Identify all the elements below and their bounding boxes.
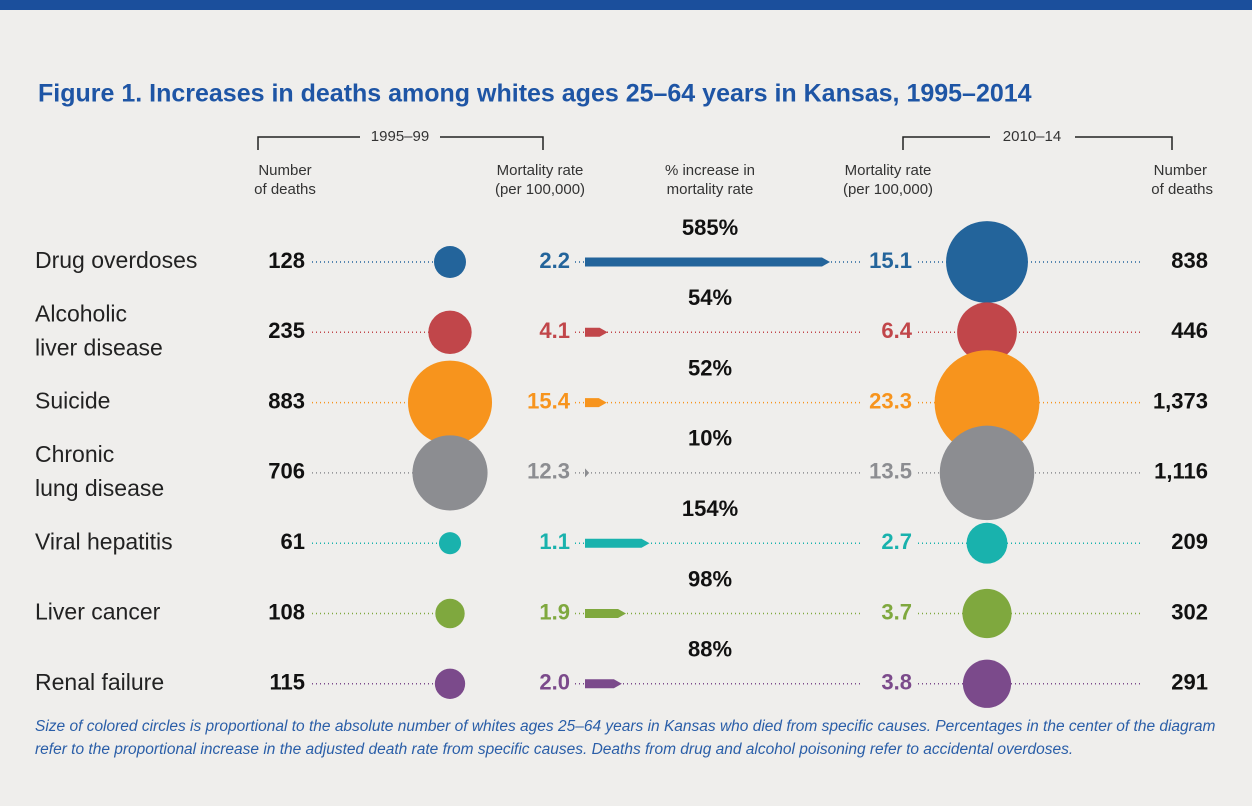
column-header: Mortality rate bbox=[497, 162, 584, 179]
cause-label: Alcoholic bbox=[35, 300, 127, 326]
increase-arrow bbox=[585, 679, 622, 689]
deaths-circle bbox=[939, 425, 1035, 521]
rate-label: 2.2 bbox=[539, 248, 570, 273]
deaths-label: 115 bbox=[270, 670, 306, 695]
deaths-circle bbox=[407, 360, 493, 445]
increase-label: 98% bbox=[688, 566, 732, 591]
increase-arrow bbox=[585, 398, 607, 408]
rate-label: 4.1 bbox=[539, 318, 570, 343]
column-header: mortality rate bbox=[667, 181, 754, 198]
rate-label: 3.7 bbox=[881, 599, 912, 624]
deaths-label: 291 bbox=[1171, 670, 1208, 695]
rate-label: 2.7 bbox=[881, 529, 912, 554]
cause-label: Drug overdoses bbox=[35, 247, 197, 273]
deaths-label: 706 bbox=[268, 459, 305, 484]
footnote: Size of colored circles is proportional … bbox=[35, 718, 1216, 758]
top-bar bbox=[0, 0, 1252, 10]
deaths-circle bbox=[934, 350, 1040, 455]
rate-label: 6.4 bbox=[881, 318, 912, 343]
column-header: % increase in bbox=[665, 162, 755, 179]
increase-label: 10% bbox=[688, 426, 732, 451]
increase-arrow bbox=[585, 257, 830, 267]
increase-label: 154% bbox=[682, 496, 738, 521]
column-header: of deaths bbox=[1151, 181, 1213, 198]
rate-label: 1.1 bbox=[539, 529, 570, 554]
deaths-circle bbox=[412, 435, 488, 511]
deaths-label: 128 bbox=[268, 248, 305, 273]
cause-label: Liver cancer bbox=[35, 599, 161, 625]
increase-label: 585% bbox=[682, 215, 738, 240]
chart-title: Figure 1. Increases in deaths among whit… bbox=[38, 80, 1032, 108]
increase-arrow bbox=[585, 468, 590, 478]
period-label: 2010–14 bbox=[1003, 128, 1061, 145]
deaths-label: 108 bbox=[268, 599, 305, 624]
column-header: Number bbox=[258, 162, 311, 179]
deaths-label: 1,116 bbox=[1154, 459, 1208, 484]
deaths-circle bbox=[434, 668, 466, 699]
rate-label: 13.5 bbox=[869, 459, 912, 484]
increase-label: 88% bbox=[688, 637, 732, 662]
deaths-circle bbox=[966, 522, 1008, 564]
deaths-label: 838 bbox=[1171, 248, 1208, 273]
deaths-circle bbox=[428, 310, 472, 354]
period-bracket bbox=[902, 136, 1173, 150]
increase-label: 52% bbox=[688, 355, 732, 380]
column-header: Mortality rate bbox=[845, 162, 932, 179]
deaths-label: 209 bbox=[1171, 529, 1208, 554]
deaths-circle bbox=[438, 532, 462, 555]
deaths-label: 446 bbox=[1171, 318, 1208, 343]
deaths-circle bbox=[962, 588, 1012, 639]
deaths-label: 302 bbox=[1171, 599, 1208, 624]
increase-arrow bbox=[585, 327, 608, 337]
rate-label: 15.4 bbox=[527, 388, 571, 413]
cause-label: Renal failure bbox=[35, 669, 164, 695]
cause-label: Suicide bbox=[35, 388, 110, 414]
rate-label: 12.3 bbox=[527, 459, 570, 484]
deaths-label: 883 bbox=[268, 388, 305, 413]
rate-label: 23.3 bbox=[869, 388, 912, 413]
cause-label: Chronic bbox=[35, 441, 114, 467]
column-header: (per 100,000) bbox=[843, 181, 933, 198]
deaths-label: 61 bbox=[281, 529, 305, 554]
cause-label: Viral hepatitis bbox=[35, 528, 173, 554]
column-header: Number bbox=[1154, 162, 1207, 179]
rate-label: 2.0 bbox=[539, 670, 570, 695]
deaths-circle bbox=[962, 659, 1012, 708]
rate-label: 15.1 bbox=[869, 248, 912, 273]
deaths-circle bbox=[946, 221, 1028, 303]
rate-label: 1.9 bbox=[539, 599, 570, 624]
column-header: of deaths bbox=[254, 181, 316, 198]
cause-label: lung disease bbox=[35, 475, 164, 501]
period-label: 1995–99 bbox=[371, 128, 429, 145]
cause-label: liver disease bbox=[35, 334, 163, 360]
deaths-label: 235 bbox=[268, 318, 305, 343]
rate-label: 3.8 bbox=[881, 670, 912, 695]
increase-arrow bbox=[585, 538, 650, 548]
increase-arrow bbox=[585, 609, 627, 618]
deaths-circle bbox=[435, 598, 465, 629]
deaths-label: 1,373 bbox=[1153, 388, 1208, 413]
deaths-circle bbox=[434, 246, 466, 278]
period-bracket bbox=[257, 136, 544, 150]
column-header: (per 100,000) bbox=[495, 181, 585, 198]
increase-label: 54% bbox=[688, 285, 732, 310]
deaths-circle bbox=[957, 302, 1017, 363]
